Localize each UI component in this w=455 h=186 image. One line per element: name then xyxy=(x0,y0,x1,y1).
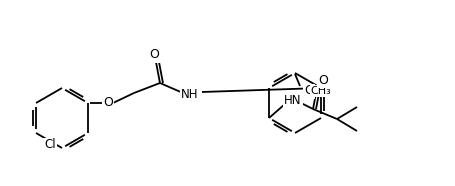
Text: Cl: Cl xyxy=(44,139,56,152)
Text: NH: NH xyxy=(181,89,198,102)
Text: O: O xyxy=(303,84,313,97)
Text: O: O xyxy=(318,73,327,86)
Text: CH₃: CH₃ xyxy=(310,86,331,96)
Text: HN: HN xyxy=(283,94,301,108)
Text: O: O xyxy=(149,49,159,62)
Text: O: O xyxy=(103,97,113,110)
